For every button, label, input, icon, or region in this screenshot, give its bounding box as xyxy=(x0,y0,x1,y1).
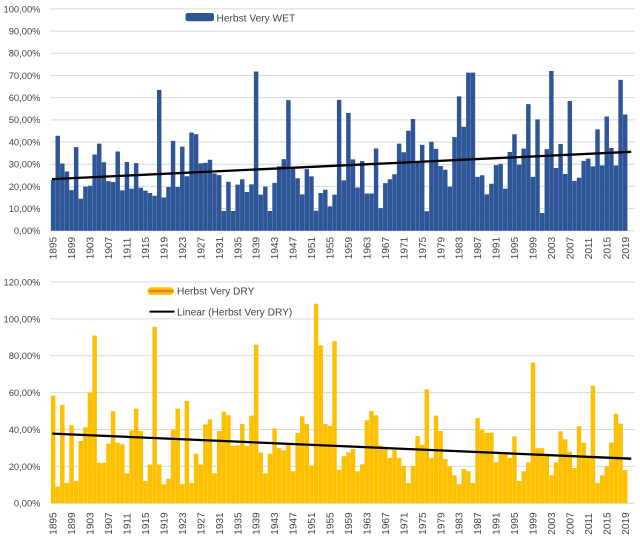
svg-text:2015: 2015 xyxy=(602,512,613,535)
svg-text:1947: 1947 xyxy=(289,236,300,259)
svg-text:1907: 1907 xyxy=(104,512,115,535)
svg-text:1983: 1983 xyxy=(455,512,466,535)
svg-text:1959: 1959 xyxy=(344,236,355,259)
svg-text:1919: 1919 xyxy=(159,512,170,535)
svg-text:1963: 1963 xyxy=(362,236,373,259)
svg-text:1911: 1911 xyxy=(123,237,134,259)
svg-text:1987: 1987 xyxy=(473,512,484,535)
svg-text:1899: 1899 xyxy=(67,512,78,535)
svg-text:1919: 1919 xyxy=(159,236,170,259)
svg-text:1923: 1923 xyxy=(178,512,189,535)
svg-text:2003: 2003 xyxy=(547,236,558,259)
svg-text:1903: 1903 xyxy=(86,512,97,535)
svg-text:80,00%: 80,00% xyxy=(9,48,41,59)
svg-text:1971: 1971 xyxy=(399,512,410,535)
svg-text:1931: 1931 xyxy=(215,512,226,535)
svg-text:1923: 1923 xyxy=(178,236,189,259)
svg-text:1991: 1991 xyxy=(492,236,503,259)
svg-text:2019: 2019 xyxy=(621,236,632,259)
svg-text:1943: 1943 xyxy=(270,236,281,259)
svg-text:Herbst Very WET: Herbst Very WET xyxy=(217,13,296,24)
svg-text:1931: 1931 xyxy=(215,236,226,259)
svg-text:40,00%: 40,00% xyxy=(9,136,41,147)
svg-text:1935: 1935 xyxy=(233,236,244,259)
svg-text:Linear (Herbst Very DRY): Linear (Herbst Very DRY) xyxy=(177,307,292,318)
svg-text:70,00%: 70,00% xyxy=(9,70,41,81)
svg-text:2011: 2011 xyxy=(584,237,595,259)
svg-text:1991: 1991 xyxy=(492,512,503,535)
svg-text:2011: 2011 xyxy=(584,513,595,535)
svg-text:1927: 1927 xyxy=(196,236,207,259)
svg-text:60,00%: 60,00% xyxy=(9,92,41,103)
svg-text:1979: 1979 xyxy=(436,236,447,259)
svg-text:1975: 1975 xyxy=(418,512,429,535)
svg-text:0,00%: 0,00% xyxy=(14,225,41,236)
svg-text:2007: 2007 xyxy=(565,512,576,535)
svg-text:1903: 1903 xyxy=(86,236,97,259)
svg-text:20,00%: 20,00% xyxy=(9,181,41,192)
svg-text:1959: 1959 xyxy=(344,512,355,535)
svg-text:1911: 1911 xyxy=(123,513,134,535)
svg-text:1907: 1907 xyxy=(104,236,115,259)
svg-text:1979: 1979 xyxy=(436,512,447,535)
svg-text:1963: 1963 xyxy=(362,512,373,535)
svg-text:1971: 1971 xyxy=(399,236,410,259)
svg-text:40,00%: 40,00% xyxy=(9,424,41,435)
svg-text:1895: 1895 xyxy=(49,512,60,535)
svg-text:2007: 2007 xyxy=(565,236,576,259)
svg-text:1975: 1975 xyxy=(418,236,429,259)
svg-text:1935: 1935 xyxy=(233,512,244,535)
svg-text:1955: 1955 xyxy=(326,236,337,259)
svg-text:Herbst Very DRY: Herbst Very DRY xyxy=(177,287,255,298)
svg-text:1899: 1899 xyxy=(67,236,78,259)
svg-text:1987: 1987 xyxy=(473,236,484,259)
svg-text:1983: 1983 xyxy=(455,236,466,259)
svg-text:1895: 1895 xyxy=(49,236,60,259)
svg-text:30,00%: 30,00% xyxy=(9,159,41,170)
svg-text:0,00%: 0,00% xyxy=(14,498,41,509)
svg-text:1951: 1951 xyxy=(307,236,318,259)
svg-text:1995: 1995 xyxy=(510,512,521,535)
svg-text:1967: 1967 xyxy=(381,236,392,259)
svg-text:1951: 1951 xyxy=(307,512,318,535)
svg-text:120,00%: 120,00% xyxy=(3,276,40,287)
svg-text:80,00%: 80,00% xyxy=(9,350,41,361)
svg-text:1939: 1939 xyxy=(252,236,263,259)
svg-text:2015: 2015 xyxy=(602,236,613,259)
svg-text:100,00%: 100,00% xyxy=(3,313,40,324)
svg-text:90,00%: 90,00% xyxy=(9,25,41,36)
svg-text:1947: 1947 xyxy=(289,512,300,535)
svg-text:100,00%: 100,00% xyxy=(3,3,40,14)
svg-text:1915: 1915 xyxy=(141,512,152,535)
svg-text:1999: 1999 xyxy=(529,512,540,535)
svg-text:50,00%: 50,00% xyxy=(9,114,41,125)
svg-text:1927: 1927 xyxy=(196,512,207,535)
svg-text:1967: 1967 xyxy=(381,512,392,535)
svg-text:1943: 1943 xyxy=(270,512,281,535)
svg-text:10,00%: 10,00% xyxy=(9,203,41,214)
svg-text:1955: 1955 xyxy=(326,512,337,535)
svg-text:1939: 1939 xyxy=(252,512,263,535)
svg-text:1915: 1915 xyxy=(141,236,152,259)
svg-text:2019: 2019 xyxy=(621,512,632,535)
svg-text:1995: 1995 xyxy=(510,236,521,259)
svg-text:20,00%: 20,00% xyxy=(9,461,41,472)
svg-text:2003: 2003 xyxy=(547,512,558,535)
svg-text:1999: 1999 xyxy=(529,236,540,259)
svg-text:60,00%: 60,00% xyxy=(9,387,41,398)
